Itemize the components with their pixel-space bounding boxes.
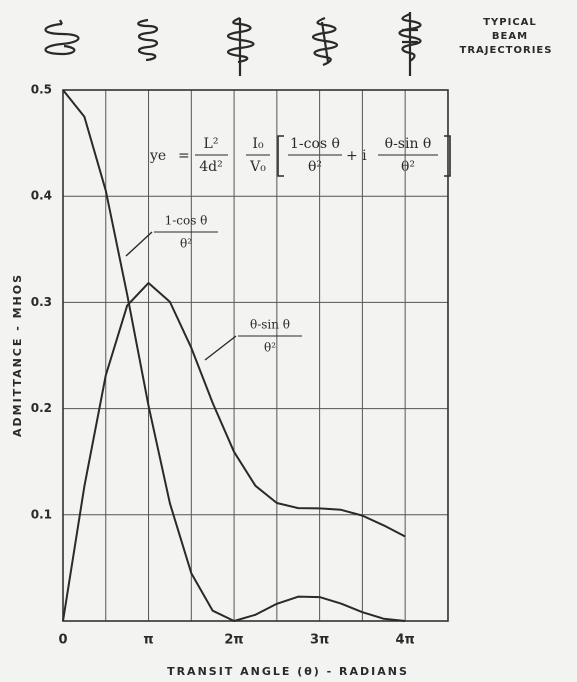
curve-label: θ² <box>264 341 276 355</box>
formula-part: I₀ <box>252 136 264 152</box>
y-tick-label: 0.3 <box>31 295 52 309</box>
trajectory-icons <box>44 12 422 76</box>
leader-line <box>125 231 153 257</box>
formula-part: θ² <box>401 159 415 175</box>
leader-line <box>204 335 237 361</box>
x-tick-label: 3π <box>310 633 329 648</box>
x-tick-label: π <box>143 633 153 648</box>
x-axis-label: TRANSIT ANGLE (θ) - RADIANS <box>167 665 409 678</box>
trajectory-icon <box>398 12 422 76</box>
note-line: BEAM <box>492 31 528 42</box>
formula-part: = <box>178 148 190 164</box>
formula-part: + i <box>346 148 367 164</box>
x-tick-label: 0 <box>58 633 67 648</box>
y-tick-label: 0.4 <box>31 189 52 203</box>
x-tick-label: 4π <box>395 633 414 648</box>
formula-part: ye <box>149 148 166 164</box>
line-series <box>62 281 406 622</box>
trajectory-icon <box>226 16 255 76</box>
curve-label: 1-cos θ <box>165 214 208 228</box>
line-series <box>62 89 406 622</box>
x-tick-label: 2π <box>224 633 243 648</box>
formula-part: 4d² <box>199 159 222 175</box>
y-tick-label: 0.1 <box>31 507 52 521</box>
note-line: TRAJECTORIES <box>460 45 553 56</box>
formula-part: θ-sin θ <box>385 136 432 152</box>
formula-part: L² <box>204 136 219 152</box>
trajectory-icon <box>311 16 339 67</box>
bracket <box>277 135 451 177</box>
y-tick-label: 0.5 <box>31 83 52 97</box>
trajectory-icon <box>44 19 80 56</box>
plot-frame <box>62 89 449 622</box>
y-axis-label: ADMITTANCE - MHOS <box>11 273 24 437</box>
note-line: TYPICAL <box>483 17 537 28</box>
trajectory-icon <box>137 18 159 62</box>
y-tick-label: 0.2 <box>31 401 52 415</box>
curve-label: θ² <box>180 237 192 251</box>
formula-part: V₀ <box>249 159 266 175</box>
curve-label: θ-sin θ <box>250 318 290 332</box>
formula: ye = L² 4d² I₀ V₀ 1-cos θ θ² + i θ-sin θ… <box>149 135 451 177</box>
formula-part: 1-cos θ <box>290 136 340 152</box>
formula-part: θ² <box>308 159 322 175</box>
